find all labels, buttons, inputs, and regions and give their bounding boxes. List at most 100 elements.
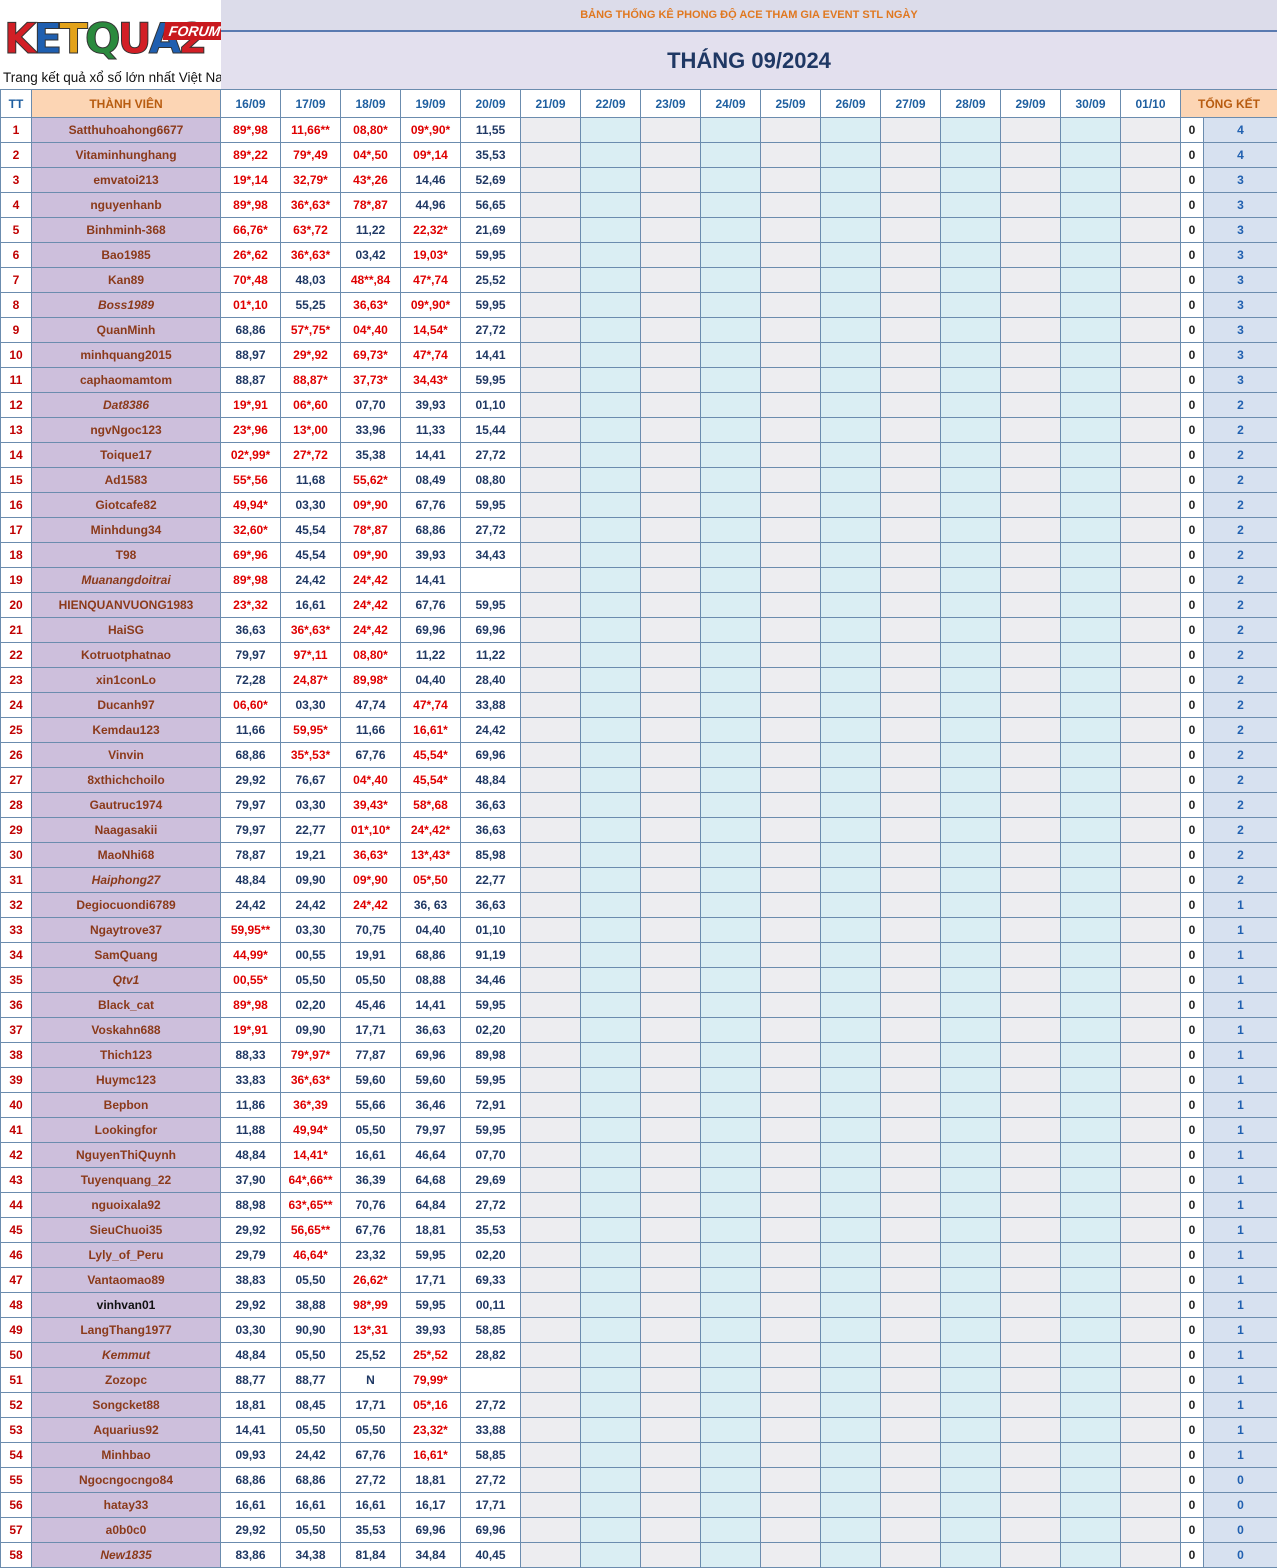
row-index: 14: [1, 443, 32, 468]
result-cell: 79,99*: [401, 1368, 461, 1393]
empty-cell: [1121, 918, 1181, 943]
result-cell: 55,62*: [341, 468, 401, 493]
empty-cell: [1001, 443, 1061, 468]
result-cell: 34,46: [461, 968, 521, 993]
miss-count: 0: [1181, 468, 1204, 493]
empty-cell: [1001, 843, 1061, 868]
empty-cell: [761, 1118, 821, 1143]
member-name: Vantaomao89: [32, 1268, 221, 1293]
empty-cell: [821, 1493, 881, 1518]
miss-count: 0: [1181, 943, 1204, 968]
empty-cell: [941, 1518, 1001, 1543]
forum-logo[interactable]: KETQUA2 FORUM Trang kết quả xổ số lớn nh…: [0, 0, 222, 89]
header-date-4: 19/09: [401, 90, 461, 118]
empty-cell: [1001, 1418, 1061, 1443]
empty-cell: [761, 1193, 821, 1218]
member-name: vinhvan01: [32, 1293, 221, 1318]
member-name: Ducanh97: [32, 693, 221, 718]
total-score: 2: [1204, 418, 1277, 443]
row-index: 54: [1, 1443, 32, 1468]
empty-cell: [761, 893, 821, 918]
result-cell: 27,72: [461, 443, 521, 468]
empty-cell: [1001, 893, 1061, 918]
empty-cell: [521, 1518, 581, 1543]
empty-cell: [1121, 593, 1181, 618]
empty-cell: [641, 1243, 701, 1268]
miss-count: 0: [1181, 1218, 1204, 1243]
empty-cell: [941, 168, 1001, 193]
empty-cell: [761, 1218, 821, 1243]
result-cell: 83,86: [221, 1543, 281, 1568]
row-index: 40: [1, 1093, 32, 1118]
empty-cell: [641, 1518, 701, 1543]
empty-cell: [521, 1043, 581, 1068]
member-name: Kemmut: [32, 1343, 221, 1368]
miss-count: 0: [1181, 118, 1204, 143]
result-cell: 25,52: [461, 268, 521, 293]
empty-cell: [1001, 1343, 1061, 1368]
result-cell: 48,84: [461, 768, 521, 793]
total-score: 1: [1204, 1393, 1277, 1418]
empty-cell: [881, 618, 941, 643]
empty-cell: [581, 643, 641, 668]
empty-cell: [701, 1343, 761, 1368]
empty-cell: [821, 343, 881, 368]
empty-cell: [521, 918, 581, 943]
total-score: 4: [1204, 143, 1277, 168]
empty-cell: [881, 318, 941, 343]
empty-cell: [581, 1418, 641, 1443]
empty-cell: [1061, 918, 1121, 943]
result-cell: 02,20: [281, 993, 341, 1018]
empty-cell: [521, 1268, 581, 1293]
empty-cell: [581, 918, 641, 943]
result-cell: 79,97: [221, 818, 281, 843]
empty-cell: [701, 418, 761, 443]
result-cell: 26*,62: [221, 243, 281, 268]
result-cell: 05,50: [281, 1268, 341, 1293]
empty-cell: [701, 893, 761, 918]
empty-cell: [581, 593, 641, 618]
empty-cell: [641, 593, 701, 618]
empty-cell: [821, 1068, 881, 1093]
empty-cell: [881, 1393, 941, 1418]
empty-cell: [881, 268, 941, 293]
empty-cell: [1061, 343, 1121, 368]
result-cell: 69,73*: [341, 343, 401, 368]
empty-cell: [1121, 1018, 1181, 1043]
total-score: 2: [1204, 793, 1277, 818]
empty-cell: [641, 1468, 701, 1493]
empty-cell: [641, 268, 701, 293]
result-cell: 45,46: [341, 993, 401, 1018]
empty-cell: [821, 368, 881, 393]
result-cell: 67,76: [341, 1218, 401, 1243]
result-cell: 24,42: [281, 568, 341, 593]
empty-cell: [941, 593, 1001, 618]
empty-cell: [701, 1518, 761, 1543]
empty-cell: [701, 1093, 761, 1118]
result-cell: 33,88: [461, 693, 521, 718]
empty-cell: [641, 818, 701, 843]
empty-cell: [521, 943, 581, 968]
result-cell: 79,97: [221, 643, 281, 668]
row-index: 36: [1, 993, 32, 1018]
empty-cell: [1001, 243, 1061, 268]
empty-cell: [1121, 743, 1181, 768]
row-index: 10: [1, 343, 32, 368]
empty-cell: [821, 1118, 881, 1143]
member-name: Giotcafe82: [32, 493, 221, 518]
total-score: 3: [1204, 218, 1277, 243]
result-cell: 49,94*: [281, 1118, 341, 1143]
result-cell: 58,85: [461, 1443, 521, 1468]
empty-cell: [941, 818, 1001, 843]
empty-cell: [821, 1293, 881, 1318]
member-name: Bepbon: [32, 1093, 221, 1118]
empty-cell: [521, 768, 581, 793]
empty-cell: [1061, 768, 1121, 793]
empty-cell: [1121, 1068, 1181, 1093]
empty-cell: [881, 1043, 941, 1068]
